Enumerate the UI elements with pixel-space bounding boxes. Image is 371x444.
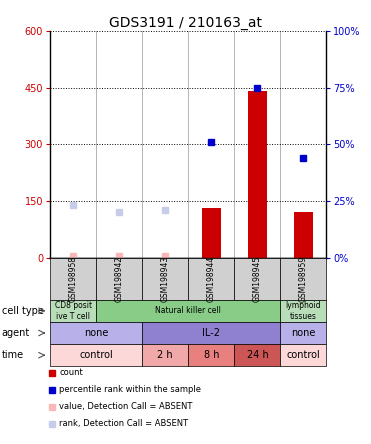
Text: lymphoid
tissues: lymphoid tissues — [286, 301, 321, 321]
Text: count: count — [59, 369, 83, 377]
Bar — [248, 91, 267, 258]
Text: Natural killer cell: Natural killer cell — [155, 306, 221, 315]
Text: GSM198944: GSM198944 — [207, 255, 216, 302]
Text: CD8 posit
ive T cell: CD8 posit ive T cell — [55, 301, 92, 321]
Text: percentile rank within the sample: percentile rank within the sample — [59, 385, 201, 394]
Bar — [234, 344, 280, 366]
Bar — [142, 344, 188, 366]
Bar — [294, 212, 313, 258]
Bar — [280, 300, 326, 322]
Bar — [50, 300, 96, 322]
Bar — [50, 258, 96, 300]
Bar — [50, 344, 142, 366]
Text: 2 h: 2 h — [157, 350, 173, 360]
Text: value, Detection Call = ABSENT: value, Detection Call = ABSENT — [59, 402, 193, 411]
Text: control: control — [286, 350, 320, 360]
Text: rank, Detection Call = ABSENT: rank, Detection Call = ABSENT — [59, 419, 188, 428]
Text: time: time — [2, 350, 24, 360]
Text: 24 h: 24 h — [246, 350, 268, 360]
Bar — [142, 322, 280, 344]
Bar — [188, 258, 234, 300]
Text: none: none — [291, 328, 316, 338]
Text: GSM198943: GSM198943 — [161, 255, 170, 302]
Bar — [280, 344, 326, 366]
Text: 8 h: 8 h — [204, 350, 219, 360]
Text: GDS3191 / 210163_at: GDS3191 / 210163_at — [109, 16, 262, 30]
Bar — [280, 258, 326, 300]
Bar — [234, 258, 280, 300]
Bar — [96, 300, 280, 322]
Text: IL-2: IL-2 — [202, 328, 220, 338]
Bar — [96, 258, 142, 300]
Text: none: none — [84, 328, 108, 338]
Text: GSM198959: GSM198959 — [299, 255, 308, 302]
Text: GSM198942: GSM198942 — [115, 256, 124, 301]
Text: agent: agent — [2, 328, 30, 338]
Text: cell type: cell type — [2, 306, 44, 316]
Bar — [280, 322, 326, 344]
Text: GSM198945: GSM198945 — [253, 255, 262, 302]
Bar — [142, 258, 188, 300]
Bar — [188, 344, 234, 366]
Bar — [202, 209, 220, 258]
Bar — [50, 322, 142, 344]
Text: GSM198958: GSM198958 — [69, 256, 78, 301]
Text: control: control — [79, 350, 113, 360]
